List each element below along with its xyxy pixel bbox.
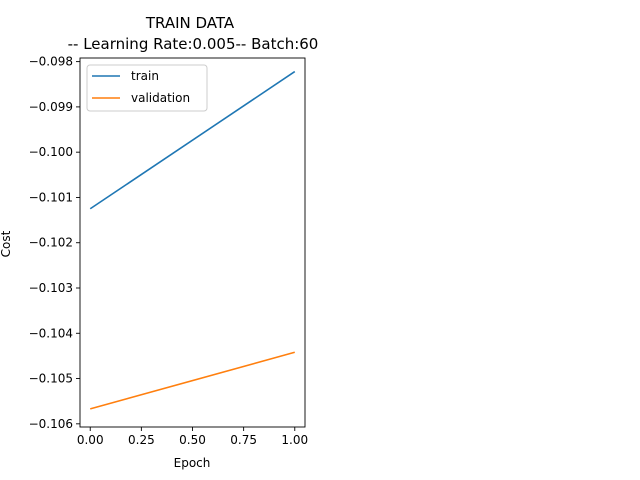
chart-title: TRAIN DATA xyxy=(145,14,235,32)
y-tick-label: −0.104 xyxy=(29,326,73,340)
x-tick-label: 0.25 xyxy=(128,433,155,447)
x-axis-label: Epoch xyxy=(174,456,211,470)
legend: train validation xyxy=(86,64,208,112)
axes-frame xyxy=(79,57,306,428)
y-tick-label: −0.099 xyxy=(29,100,73,114)
y-tick-label: −0.103 xyxy=(29,281,73,295)
x-tick-label: 0.50 xyxy=(179,433,206,447)
legend-label-train: train xyxy=(131,69,159,83)
chart-subtitle: -- Learning Rate:0.005-- Batch:60 xyxy=(68,35,319,53)
x-tick-label: 1.00 xyxy=(281,433,308,447)
y-tick-label: −0.105 xyxy=(29,372,73,386)
legend-label-validation: validation xyxy=(131,91,190,105)
y-tick-label: −0.098 xyxy=(29,55,73,69)
y-tick-label: −0.102 xyxy=(29,236,73,250)
series-line-train xyxy=(89,70,296,210)
x-tick-label: 0.00 xyxy=(77,433,104,447)
plot-area: 0.00 0.25 0.50 0.75 1.00 −0.106 −0.105 −0.104 −0… xyxy=(29,55,309,447)
y-tick-label: −0.101 xyxy=(29,190,73,204)
y-tick-label: −0.106 xyxy=(29,417,73,431)
y-tick-label: −0.100 xyxy=(29,145,73,159)
series-line-validation xyxy=(90,351,295,410)
x-tick-label: 0.75 xyxy=(230,433,257,447)
y-axis-label: Cost xyxy=(0,230,13,257)
